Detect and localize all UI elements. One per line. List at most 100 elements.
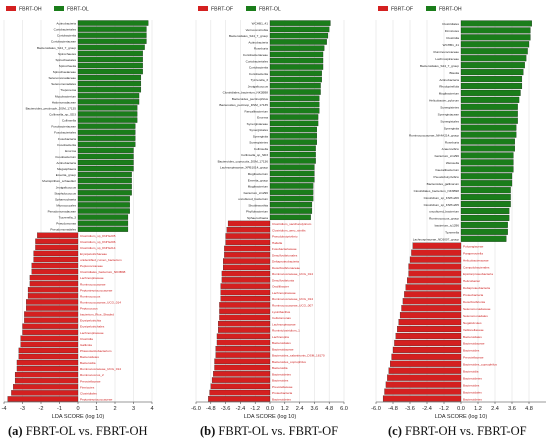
bar-label: Ruminococcaceae_UCG_014 — [272, 272, 313, 276]
bar — [77, 105, 138, 111]
bar — [77, 123, 136, 129]
bar-label: Bacteroides — [463, 349, 480, 353]
bar-label: Proteobacteria — [272, 391, 292, 395]
bar — [77, 159, 134, 166]
bar-label: Clostridia — [80, 337, 93, 341]
bar-label: Bacteroides_coprocola_DSM_17136 — [218, 159, 269, 163]
bar-label: Lachnospiraceae — [80, 331, 104, 335]
bar — [77, 87, 142, 93]
bar-label: WCHB1_41 — [443, 43, 460, 47]
bar-label: Clostridium_sp_KNHs214 — [80, 246, 116, 250]
bar-label: Deltaproteobacteria — [463, 286, 490, 290]
bar — [404, 291, 462, 298]
bar-label: bacterium_Rice_Shaded — [80, 313, 114, 317]
x-tick-label: 3 — [132, 406, 135, 412]
bar — [269, 51, 324, 58]
legend-label: FBRT-OF — [391, 7, 413, 13]
bar — [269, 145, 316, 152]
bar-label: Sphaerochaeta — [55, 197, 76, 201]
bar-label: Bacteroidetes — [463, 376, 482, 380]
bar — [460, 138, 515, 145]
bar — [218, 320, 271, 327]
bar-label: Fusobacteria — [58, 137, 76, 141]
bar-label: bacterium_ic1296 — [244, 191, 269, 195]
bar-label: Bacteroides — [463, 383, 480, 387]
bar — [219, 302, 271, 308]
bar-label: Tyzzerella_3 — [59, 216, 77, 220]
bar-label: Coriobacteriia — [249, 72, 268, 76]
bar-label: Mycobacterium — [55, 94, 76, 98]
bar-label: Bacteroidales — [463, 390, 482, 394]
legend-swatch — [54, 6, 64, 11]
bar-label: Verrucomicrobia — [246, 28, 269, 32]
bar — [29, 281, 79, 287]
bar-label: Coriobacteriales — [246, 59, 269, 63]
bar-label: Prevotellaceae — [463, 356, 484, 360]
bar — [269, 195, 314, 202]
bar-label: Fusobacterium — [56, 155, 77, 159]
bar-label: bacterium_ic1296 — [435, 154, 460, 158]
bar — [24, 317, 79, 323]
bar-label: Pseudomonas — [56, 222, 76, 226]
bar — [214, 358, 271, 365]
legend-swatch — [246, 6, 256, 11]
bar — [399, 312, 462, 319]
bar — [269, 32, 329, 39]
bar — [460, 173, 513, 180]
x-tick-label: 1.2 — [474, 406, 482, 412]
bar — [77, 220, 129, 226]
bar-label: Tyzzerella_3 — [251, 78, 269, 82]
bar-label: Bacteroidaceae — [272, 347, 294, 351]
bar — [77, 196, 130, 202]
bar-label: Clostridium_saccharolyticum — [272, 222, 312, 226]
bar-label: Synergistetes — [249, 141, 268, 145]
bar-label: Lachnospiraceae — [272, 322, 296, 326]
bar-label: Jeotgalicoccus — [56, 185, 77, 189]
bar — [397, 326, 462, 333]
bar — [77, 184, 132, 190]
bar-label: Peptococcus — [80, 307, 98, 311]
bar-label: bacterium_ic1296 — [435, 224, 460, 228]
bar-label: Tyzzerella — [445, 231, 459, 235]
bar-label: Coriobacteriia — [249, 66, 268, 70]
bar-label: Ruminococcaceae — [434, 50, 460, 54]
bar-label: Lachnospiraceae — [80, 276, 104, 280]
bar — [226, 227, 271, 233]
bar — [77, 178, 132, 184]
bar — [223, 264, 271, 271]
x-tick-label: -1 — [57, 406, 62, 412]
bar — [401, 305, 462, 312]
bar — [460, 228, 508, 235]
bar-label: Lachnospira — [272, 335, 289, 339]
bar — [35, 238, 79, 244]
bar-label: Negativicutes — [463, 321, 482, 325]
bar — [269, 176, 315, 183]
bar-label: Ruminococcus — [80, 294, 101, 298]
x-tick-label: 4 — [150, 406, 153, 412]
bar-label: Halomonadaceae — [52, 100, 77, 104]
bar-label: Emerita_group — [248, 178, 269, 182]
bar — [269, 108, 320, 114]
bar — [31, 262, 79, 269]
bar — [20, 335, 79, 342]
bar — [382, 395, 462, 402]
bar-label: Selenomonadaceae — [48, 76, 76, 80]
bar-label: Bacteroidales_S24_7_group — [420, 64, 459, 68]
bar-label: Jeotgalicoccus — [248, 84, 269, 88]
bar — [77, 62, 143, 69]
bar-label: Actinobacteria — [56, 22, 76, 26]
bar-label: uncultured_bacterium — [238, 197, 268, 201]
bar-label: Cellulomonas — [272, 316, 291, 320]
bar-label: Megasphaera — [57, 167, 76, 171]
bar — [405, 284, 462, 291]
bar-label: Coriobacteriaceae — [243, 53, 268, 57]
bar-label: Synergistetes — [440, 106, 459, 110]
bar — [460, 214, 510, 221]
bar — [460, 194, 511, 201]
bar — [460, 20, 532, 27]
bar — [460, 166, 514, 173]
x-tick-label: -6.0 — [191, 406, 201, 412]
bar — [269, 39, 327, 45]
bar — [269, 189, 314, 195]
